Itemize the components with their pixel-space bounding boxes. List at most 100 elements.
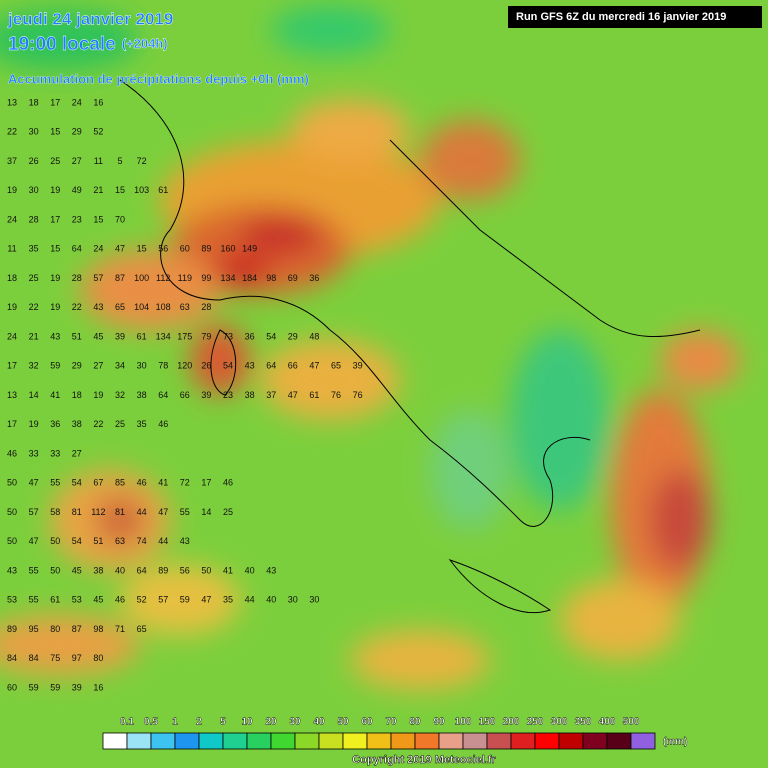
- grid-value: 54: [223, 361, 233, 371]
- legend-unit: (mm): [663, 737, 687, 748]
- grid-value: 33: [29, 448, 39, 458]
- grid-value: 65: [331, 361, 341, 371]
- grid-value: 36: [309, 273, 319, 283]
- grid-value: 22: [29, 302, 39, 312]
- grid-value: 89: [7, 624, 17, 634]
- grid-value: 80: [50, 624, 60, 634]
- grid-value: 22: [7, 127, 17, 137]
- grid-value: 16: [93, 97, 103, 107]
- grid-value: 50: [201, 565, 211, 575]
- grid-value: 78: [158, 361, 168, 371]
- grid-value: 14: [29, 390, 39, 400]
- grid-value: 15: [50, 127, 60, 137]
- grid-value: 15: [115, 185, 125, 195]
- grid-value: 25: [115, 419, 125, 429]
- grid-value: 47: [29, 536, 39, 546]
- grid-value: 61: [50, 595, 60, 605]
- legend-swatch: [222, 732, 248, 750]
- grid-value: 67: [93, 478, 103, 488]
- grid-value: 55: [29, 565, 39, 575]
- grid-value: 84: [29, 653, 39, 663]
- grid-value: 160: [220, 244, 235, 254]
- legend-swatch: [150, 732, 176, 750]
- legend-swatch: [582, 732, 608, 750]
- grid-value: 56: [158, 244, 168, 254]
- grid-value: 17: [7, 361, 17, 371]
- grid-value: 30: [29, 127, 39, 137]
- grid-value: 65: [137, 624, 147, 634]
- legend-label: 200: [503, 717, 520, 728]
- grid-value: 19: [50, 185, 60, 195]
- grid-value: 45: [93, 595, 103, 605]
- grid-value: 46: [223, 478, 233, 488]
- grid-value: 49: [72, 185, 82, 195]
- grid-value: 47: [158, 507, 168, 517]
- grid-value: 95: [29, 624, 39, 634]
- grid-value: 54: [266, 331, 276, 341]
- grid-value: 72: [180, 478, 190, 488]
- grid-value: 64: [72, 244, 82, 254]
- legend-label: 5: [220, 717, 226, 728]
- grid-value: 69: [288, 273, 298, 283]
- grid-value: 13: [7, 97, 17, 107]
- legend-label: 50: [337, 717, 349, 728]
- legend-swatch: [294, 732, 320, 750]
- grid-value: 30: [137, 361, 147, 371]
- legend-swatch: [270, 732, 296, 750]
- grid-value: 47: [115, 244, 125, 254]
- grid-value: 19: [50, 273, 60, 283]
- grid-value: 50: [50, 565, 60, 575]
- grid-value: 39: [353, 361, 363, 371]
- grid-value: 89: [201, 244, 211, 254]
- grid-value: 85: [115, 478, 125, 488]
- grid-value: 98: [266, 273, 276, 283]
- legend-label: 2: [196, 717, 202, 728]
- grid-value: 79: [201, 331, 211, 341]
- grid-value: 25: [223, 507, 233, 517]
- run-banner: [508, 6, 762, 28]
- grid-value: 17: [201, 478, 211, 488]
- grid-value: 51: [93, 536, 103, 546]
- grid-value: 75: [50, 653, 60, 663]
- grid-value: 51: [72, 331, 82, 341]
- legend-label: 350: [575, 717, 592, 728]
- grid-value: 43: [180, 536, 190, 546]
- grid-value: 17: [7, 419, 17, 429]
- legend-label: 0.1: [120, 717, 134, 728]
- grid-value: 38: [72, 419, 82, 429]
- grid-value: 18: [72, 390, 82, 400]
- grid-value: 30: [309, 595, 319, 605]
- grid-value: 46: [115, 595, 125, 605]
- legend-swatch: [414, 732, 440, 750]
- grid-value: 53: [72, 595, 82, 605]
- grid-value: 81: [72, 507, 82, 517]
- grid-value: 64: [266, 361, 276, 371]
- grid-value: 65: [115, 302, 125, 312]
- legend-swatch: [486, 732, 512, 750]
- legend-label: 150: [479, 717, 496, 728]
- grid-value: 59: [180, 595, 190, 605]
- grid-value: 40: [266, 595, 276, 605]
- grid-value: 17: [50, 214, 60, 224]
- grid-value: 19: [93, 390, 103, 400]
- grid-value: 56: [180, 565, 190, 575]
- grid-value: 23: [223, 390, 233, 400]
- legend-swatch: [390, 732, 416, 750]
- grid-value: 15: [137, 244, 147, 254]
- grid-value: 22: [93, 419, 103, 429]
- grid-value: 47: [201, 595, 211, 605]
- grid-value: 18: [7, 273, 17, 283]
- legend-swatch: [198, 732, 224, 750]
- legend-swatch: [606, 732, 632, 750]
- grid-value: 87: [115, 273, 125, 283]
- grid-value: 19: [29, 419, 39, 429]
- grid-value: 184: [242, 273, 257, 283]
- grid-value: 27: [93, 361, 103, 371]
- grid-value: 55: [180, 507, 190, 517]
- grid-value: 76: [353, 390, 363, 400]
- grid-value: 11: [94, 156, 103, 166]
- grid-value: 57: [93, 273, 103, 283]
- grid-value: 53: [7, 595, 17, 605]
- grid-value: 134: [220, 273, 235, 283]
- legend-label: 500: [623, 717, 640, 728]
